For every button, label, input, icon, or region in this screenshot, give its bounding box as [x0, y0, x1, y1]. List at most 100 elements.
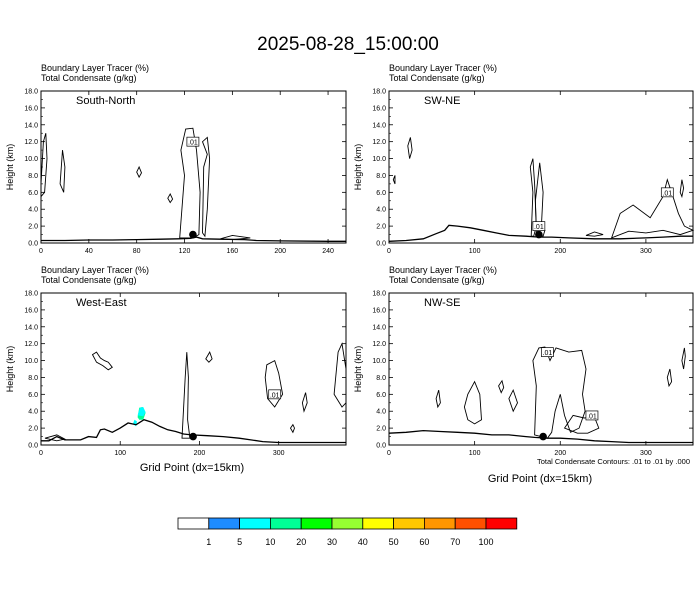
y-tick-label: 16.0	[24, 105, 38, 112]
panel-header-condensate: Total Condensate (g/kg)	[41, 275, 137, 285]
x-tick-label: 0	[387, 248, 391, 255]
y-tick-label: 14.0	[372, 324, 386, 331]
x-tick-label: 200	[274, 248, 286, 255]
contour-label: .01	[270, 392, 280, 399]
y-tick-label: 12.0	[24, 139, 38, 146]
colorbar-label: 5	[237, 537, 242, 547]
location-marker	[535, 230, 543, 239]
panel-header-tracer: Boundary Layer Tracer (%)	[41, 265, 149, 275]
y-tick-label: 4.0	[28, 409, 38, 416]
condensate-contour	[392, 175, 396, 185]
terrain-line	[388, 224, 693, 242]
location-marker	[189, 230, 197, 239]
condensate-contour	[610, 178, 695, 239]
colorbar-swatch	[269, 517, 302, 530]
y-tick-label: 6.0	[28, 392, 38, 399]
x-tick-label: 300	[640, 450, 652, 457]
condensate-contour	[498, 379, 505, 394]
contour-label-box	[186, 136, 200, 147]
y-tick-label: 14.0	[372, 122, 386, 129]
y-tick-label: 10.0	[24, 156, 38, 163]
y-tick-label: 10.0	[372, 358, 386, 365]
colorbar-swatch	[362, 517, 394, 530]
x-tick-label: 100	[469, 248, 481, 255]
y-axis-label: Height (km)	[353, 346, 363, 393]
panels: Boundary Layer Tracer (%)Total Condensat…	[5, 63, 695, 457]
y-tick-label: 8.0	[28, 375, 38, 382]
y-tick-label: 16.0	[372, 307, 386, 314]
y-tick-label: 18.0	[372, 291, 386, 298]
x-tick-label: 200	[554, 248, 566, 255]
y-tick-label: 14.0	[24, 122, 38, 129]
x-tick-label: 80	[133, 248, 141, 255]
x-tick-label: 120	[179, 248, 191, 255]
x-tick-label: 240	[322, 248, 334, 255]
contour-label: .01	[188, 140, 198, 147]
colorbar-label: 1	[206, 537, 211, 547]
y-tick-label: 6.0	[28, 190, 38, 197]
x-tick-label: 160	[227, 248, 239, 255]
condensate-contour	[681, 347, 686, 370]
panel-2: Boundary Layer Tracer (%)Total Condensat…	[5, 265, 347, 457]
condensate-contour	[563, 414, 600, 434]
panel-name: West-East	[76, 297, 127, 309]
contour-label: .01	[662, 190, 672, 197]
contour-label-box	[660, 187, 674, 198]
contour-label: .01	[587, 413, 597, 420]
condensate-contour	[534, 162, 546, 237]
y-tick-label: 8.0	[376, 173, 386, 180]
terrain-line	[388, 429, 693, 444]
contour-label-box	[585, 410, 599, 421]
condensate-contour	[44, 434, 67, 442]
colorbar-label: 60	[419, 537, 429, 547]
y-tick-label: 0.0	[28, 241, 38, 248]
panel-name: South-North	[76, 95, 135, 107]
location-marker	[539, 432, 547, 441]
colorbar-swatch	[300, 517, 333, 530]
y-tick-label: 12.0	[372, 341, 386, 348]
colorbar-label: 30	[327, 537, 337, 547]
panel-0: Boundary Layer Tracer (%)Total Condensat…	[5, 63, 347, 255]
y-tick-label: 10.0	[372, 156, 386, 163]
condensate-contour	[407, 137, 413, 159]
contour-note: Total Condensate Contours: .01 to .01 by…	[537, 457, 690, 466]
colorbar-swatch	[208, 517, 241, 530]
colorbar-swatch	[331, 517, 364, 530]
y-tick-label: 2.0	[28, 224, 38, 231]
y-tick-label: 4.0	[28, 207, 38, 214]
contour-label-box	[532, 221, 546, 231]
contour-label: .01	[534, 224, 544, 231]
figure-title: 2025-08-28_15:00:00	[257, 34, 439, 55]
condensate-contour	[333, 342, 347, 408]
colorbar-label: 40	[358, 537, 368, 547]
colorbar-label: 20	[296, 537, 306, 547]
colorbar-label: 50	[389, 537, 399, 547]
condensate-contour	[167, 193, 174, 204]
panel-3: Boundary Layer Tracer (%)Total Condensat…	[353, 265, 694, 457]
condensate-contour	[529, 158, 537, 237]
panel-header-condensate: Total Condensate (g/kg)	[389, 73, 485, 83]
panel-header-condensate: Total Condensate (g/kg)	[41, 73, 137, 83]
contour-label: .01	[543, 350, 553, 357]
panel-header-condensate: Total Condensate (g/kg)	[389, 275, 485, 285]
colorbar-swatch	[423, 517, 456, 530]
shaded-tracer-region	[137, 407, 146, 417]
contour-label-box	[268, 389, 282, 400]
condensate-contour	[91, 351, 113, 371]
plot-frame	[40, 292, 347, 446]
condensate-contour	[435, 389, 441, 409]
panel-1: Boundary Layer Tracer (%)Total Condensat…	[353, 63, 695, 255]
contour-label-box	[541, 347, 554, 357]
condensate-contour	[136, 165, 142, 179]
y-tick-label: 4.0	[376, 409, 386, 416]
condensate-contour	[585, 231, 604, 237]
condensate-contour	[532, 346, 587, 439]
y-tick-label: 2.0	[376, 224, 386, 231]
y-tick-label: 10.0	[24, 358, 38, 365]
condensate-contour	[40, 133, 48, 198]
y-tick-label: 18.0	[24, 291, 38, 298]
y-tick-label: 12.0	[372, 139, 386, 146]
y-axis-label: Height (km)	[5, 144, 15, 191]
x-tick-label: 100	[114, 450, 126, 457]
